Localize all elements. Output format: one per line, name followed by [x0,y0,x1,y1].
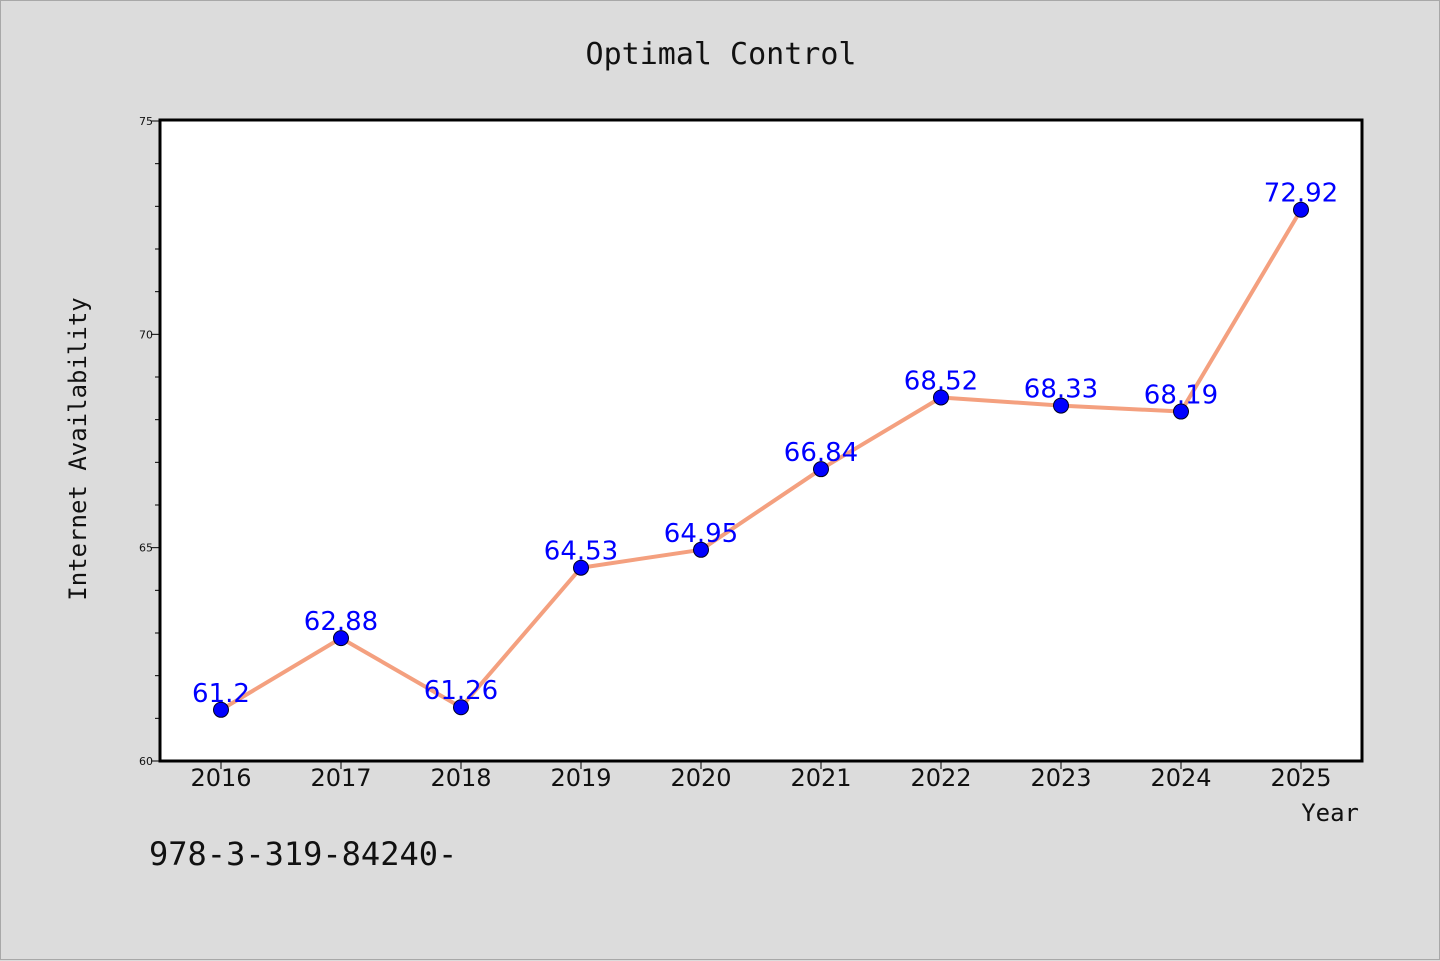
y-axis-label: Internet Availability [64,297,92,600]
x-tick-label: 2023 [1030,764,1091,792]
x-tick-label: 2025 [1270,764,1331,792]
data-point [933,389,949,406]
data-point [693,541,709,558]
data-label: 61.2 [192,679,250,709]
chart-title: Optimal Control [586,37,857,72]
data-label: 68.52 [904,366,978,396]
y-tick-label: 75 [139,115,153,128]
y-tick-label: 65 [139,542,153,555]
x-tick-label: 2019 [550,764,611,792]
data-point [1293,201,1309,218]
series-group: 61.2 62.88 61.26 64.53 64.95 66.84 68.52 68.33 6… [192,179,1338,718]
y-tick-label: 70 [139,328,153,341]
footer-text: 978-3-319-84240- [149,835,457,873]
data-point [213,701,229,718]
x-tick-label: 2020 [670,764,731,792]
data-label: 61.26 [424,676,498,706]
x-tick-label: 2021 [790,764,851,792]
data-point [1053,397,1069,414]
x-tick-label: 2016 [190,764,251,792]
data-point [573,559,589,576]
data-label: 64.95 [664,519,738,549]
data-point [333,630,349,647]
data-point [1173,403,1189,420]
x-axis-label: Year [1301,799,1359,827]
data-label: 62.88 [304,607,378,637]
x-tick-label: 2017 [310,764,371,792]
data-label: 66.84 [784,438,858,468]
x-tick-label: 2018 [430,764,491,792]
x-tick-label: 2024 [1150,764,1211,792]
plot-area [158,118,1364,763]
data-label: 68.19 [1144,381,1218,411]
y-axis: 60 65 70 75 [139,115,161,768]
data-point [453,699,469,716]
data-label: 68.33 [1024,375,1098,405]
x-tick-label: 2022 [910,764,971,792]
data-label: 72.92 [1264,179,1338,209]
series-line [219,208,1303,712]
y-tick-label: 60 [139,755,153,768]
data-label: 64.53 [544,537,618,567]
data-point [813,461,829,478]
x-axis: 2016 2017 2018 2019 2020 2021 2022 2023 2024 2025 [190,761,1332,792]
